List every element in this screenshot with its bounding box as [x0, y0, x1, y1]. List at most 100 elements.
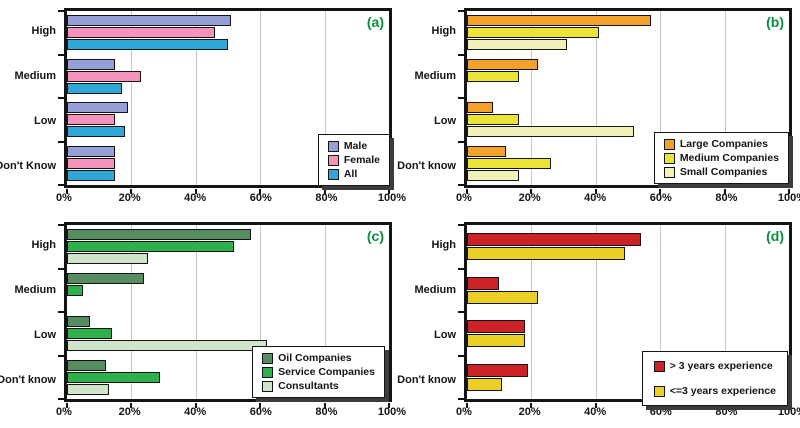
- gridline: [131, 225, 133, 399]
- bar: [467, 58, 538, 70]
- y-tick-mark: [458, 10, 464, 12]
- category-label: High: [31, 238, 56, 251]
- bar: [467, 247, 625, 261]
- category-group: [67, 142, 389, 186]
- bar: [467, 157, 551, 169]
- x-tick-label: 40%: [584, 406, 607, 418]
- category-label: Low: [434, 114, 456, 127]
- legend-swatch: [653, 385, 665, 397]
- x-tick-label: 40%: [584, 192, 607, 204]
- bar: [467, 276, 500, 290]
- category-axis: High Medium Low Don't know: [397, 222, 462, 402]
- plot-area: [458, 8, 792, 194]
- legend-swatch: [262, 366, 274, 378]
- legend-label: Male: [343, 140, 368, 152]
- y-tick-mark: [58, 224, 64, 226]
- y-tick-mark: [58, 184, 64, 186]
- legend-label: Female: [343, 154, 380, 166]
- legend-item: > 3 years experience: [653, 360, 776, 372]
- x-tick-mark: [323, 189, 326, 194]
- bar: [67, 157, 116, 169]
- x-tick-label: 20%: [118, 192, 141, 204]
- gridline: [260, 225, 262, 399]
- x-tick-mark: [323, 403, 326, 408]
- legend-label: > 3 years experience: [669, 360, 773, 372]
- legend-item: Oil Companies: [262, 352, 375, 364]
- legend-item: Small Companies: [663, 166, 779, 178]
- legend-label: Service Companies: [278, 366, 375, 378]
- x-tick-mark: [130, 189, 133, 194]
- legend-swatch: [663, 166, 675, 178]
- bar: [67, 316, 90, 328]
- panel-label-a: (a): [366, 14, 384, 30]
- x-tick-label: 100%: [377, 192, 407, 204]
- x-tick-label: 60%: [649, 192, 672, 204]
- gridline: [531, 11, 533, 185]
- bar: [67, 371, 161, 383]
- y-tick-mark: [58, 398, 64, 400]
- x-tick-mark: [530, 189, 533, 194]
- legend-swatch: [327, 140, 339, 152]
- legend-label: Medium Companies: [679, 152, 779, 164]
- bar: [67, 126, 125, 138]
- category-group: [467, 225, 789, 269]
- x-tick-mark: [530, 403, 533, 408]
- x-tick-label: 0%: [456, 406, 472, 418]
- x-axis: 0% 20% 40% 60% 80% 100%: [56, 405, 406, 425]
- legend-item: Consultants: [262, 380, 375, 392]
- legend-item: <=3 years experience: [653, 385, 776, 397]
- y-tick-mark: [458, 354, 464, 357]
- category-axis: High Medium Low Don't Know: [0, 8, 62, 188]
- bar: [467, 114, 519, 126]
- x-tick-label: 0%: [456, 192, 472, 204]
- bar: [467, 169, 519, 181]
- category-label: Don't know: [0, 373, 56, 386]
- y-tick-mark: [458, 311, 464, 313]
- panel-d: (d) High Medium Low Don't know 0% 20% 40% 60% 8…: [397, 214, 800, 428]
- y-tick-mark: [458, 140, 464, 143]
- x-tick-label: 0%: [56, 192, 72, 204]
- x-tick-mark: [66, 189, 68, 194]
- category-label: Don't know: [397, 373, 456, 386]
- bar: [467, 70, 519, 82]
- plot-area: [58, 8, 392, 194]
- x-tick-mark: [594, 403, 597, 408]
- bar: [67, 340, 267, 352]
- category-label: Medium: [414, 69, 456, 82]
- x-tick-label: 100%: [777, 406, 800, 418]
- category-label: Medium: [14, 69, 56, 82]
- bar: [467, 102, 493, 114]
- legend-swatch: [327, 154, 339, 166]
- legend: Oil Companies Service Companies Consultant…: [252, 346, 385, 398]
- bar: [67, 145, 116, 157]
- x-tick-mark: [259, 403, 262, 408]
- x-tick-mark: [388, 403, 390, 408]
- bar: [67, 383, 109, 395]
- category-label: Don't know: [397, 159, 456, 172]
- bar: [67, 39, 228, 51]
- category-label: High: [31, 24, 56, 37]
- y-tick-mark: [458, 267, 464, 270]
- y-tick-mark: [58, 311, 64, 313]
- legend-label: All: [343, 168, 358, 180]
- x-tick-mark: [130, 403, 133, 408]
- legend-swatch: [663, 138, 675, 150]
- category-label: Low: [34, 328, 56, 341]
- gridline: [595, 225, 597, 399]
- bar: [67, 359, 106, 371]
- x-tick-mark: [788, 189, 790, 194]
- category-label: Low: [34, 114, 56, 127]
- x-tick-label: 20%: [518, 406, 541, 418]
- bar: [67, 229, 251, 241]
- category-axis: High Medium Low Don't know: [397, 8, 462, 188]
- y-tick-mark: [458, 184, 464, 186]
- x-tick-label: 100%: [777, 192, 800, 204]
- y-tick-mark: [58, 140, 64, 143]
- category-group: [467, 98, 789, 142]
- gridline: [724, 225, 726, 399]
- category-group: [467, 11, 789, 55]
- bar: [67, 253, 148, 265]
- category-group: [467, 142, 789, 186]
- gridline: [195, 11, 197, 185]
- plot-area: [58, 222, 392, 408]
